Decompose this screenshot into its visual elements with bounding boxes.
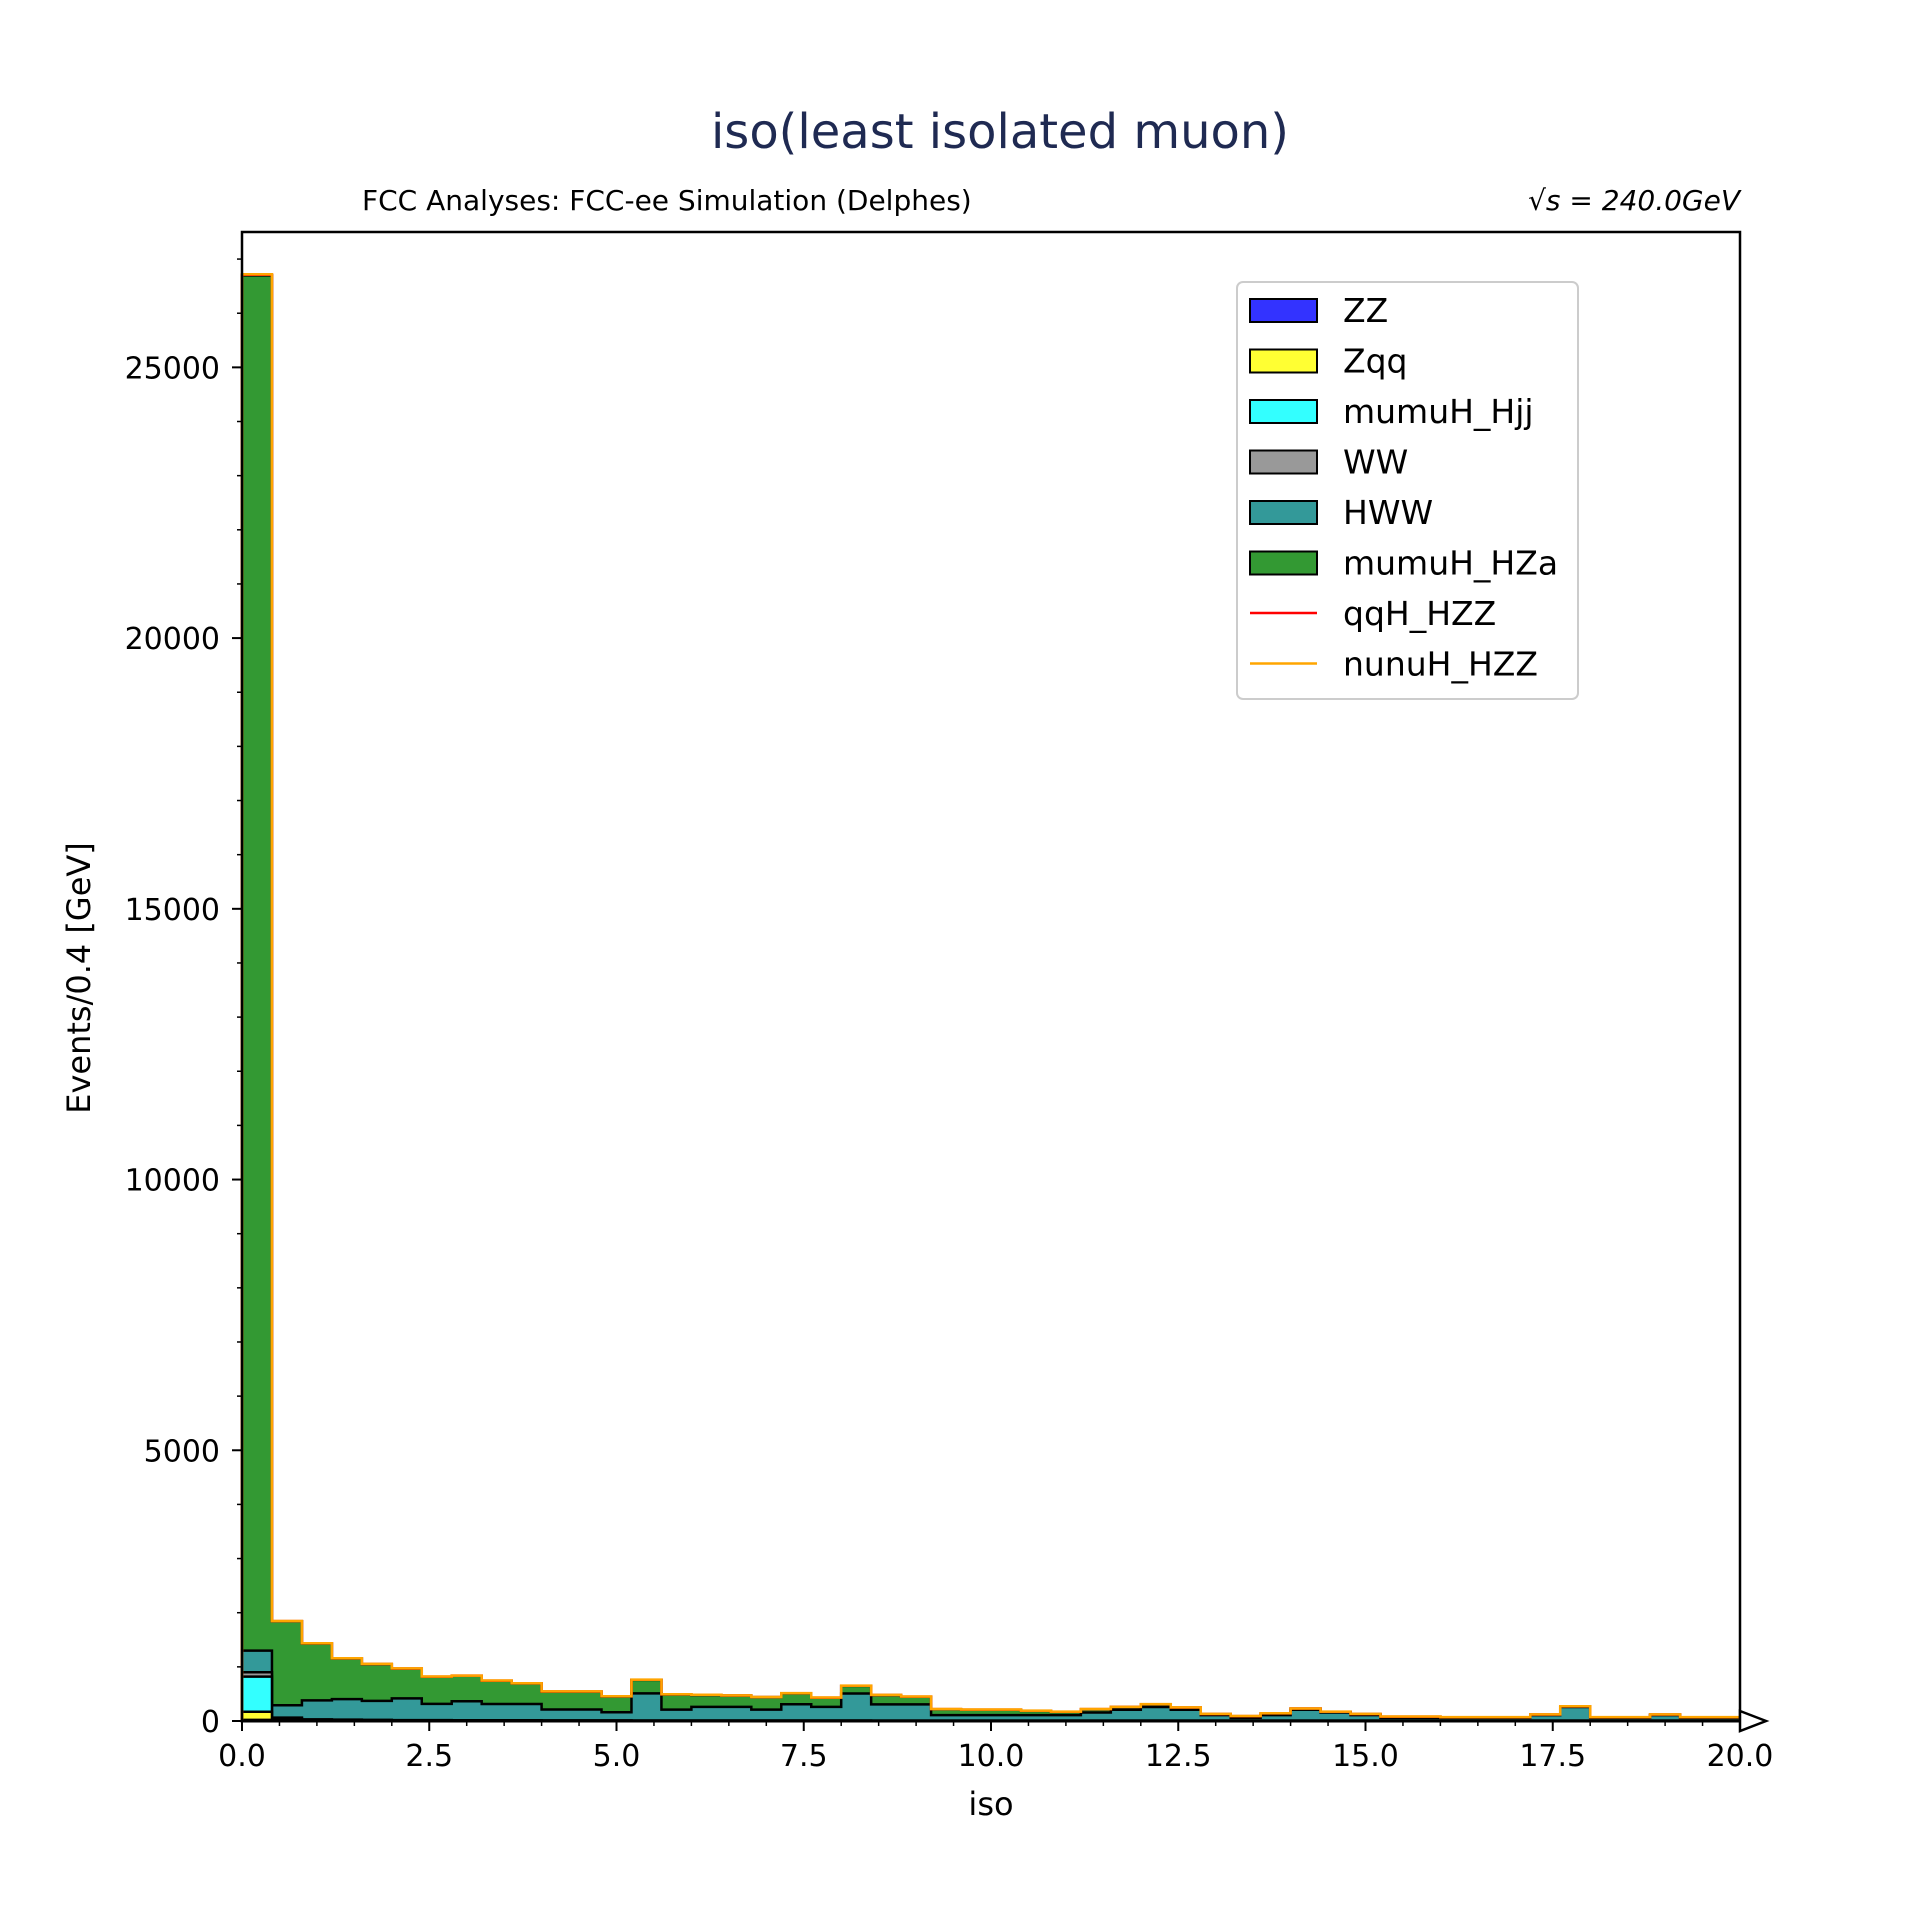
legend-label-zqq: Zqq [1343,342,1408,381]
legend-label-zz: ZZ [1343,291,1388,330]
y-tick-label: 20000 [125,622,220,657]
legend-swatch-mumuh-hjj [1249,399,1318,424]
legend-label-mumuh-hza: mumuH_HZa [1343,544,1558,583]
x-tick-label: 17.5 [1519,1739,1586,1774]
y-tick-label: 10000 [125,1164,220,1199]
legend-label-qqh-hzz: qqH_HZZ [1343,594,1496,633]
y-tick-label: 25000 [125,351,220,386]
legend-swatch-mumuh-hza [1249,550,1318,576]
x-tick-label: 0.0 [218,1739,266,1774]
chart-title: iso(least isolated muon) [711,104,1289,160]
y-tick-label: 15000 [125,893,220,928]
legend-box [1236,281,1579,700]
chart-subtitle-right: √s = 240.0GeV [1528,184,1742,217]
x-tick-label: 2.5 [405,1739,453,1774]
legend-swatch-hww [1249,500,1318,525]
series-nunuh-hzz-line [240,272,1742,1721]
legend-label-nunuh-hzz: nunuH_HZZ [1343,645,1538,684]
legend-label-hww: HWW [1343,493,1433,532]
legend-swatch-zqq [1249,348,1318,374]
legend-label-mumuh-hjj: mumuH_Hjj [1343,392,1534,431]
x-tick-label: 10.0 [958,1739,1025,1774]
y-tick-label: 5000 [144,1434,220,1469]
overflow-arrow-icon [1738,1709,1770,1733]
x-tick-label: 7.5 [780,1739,828,1774]
x-tick-label: 5.0 [593,1739,641,1774]
x-axis-label: iso [968,1785,1013,1823]
legend-swatch-ww [1249,449,1318,475]
legend: ZZ Zqq mumuH_Hjj WW HWW mumuH_HZa qqH_HZZ nunuH… [1236,281,1579,700]
x-tick-label: 15.0 [1332,1739,1399,1774]
y-axis-label: Events/0.4 [GeV] [60,842,98,1114]
legend-swatch-zz [1249,298,1318,323]
x-tick-label: 20.0 [1707,1739,1774,1774]
chart-subtitle-left: FCC Analyses: FCC-ee Simulation (Delphes… [362,184,972,217]
axes: 0.0 2.5 5.0 7.5 10.0 12.5 15.0 17.5 20.0 0 5000 100… [125,230,1774,1774]
legend-label-ww: WW [1343,443,1408,482]
x-tick-label: 12.5 [1145,1739,1212,1774]
y-tick-label: 0 [201,1705,220,1740]
